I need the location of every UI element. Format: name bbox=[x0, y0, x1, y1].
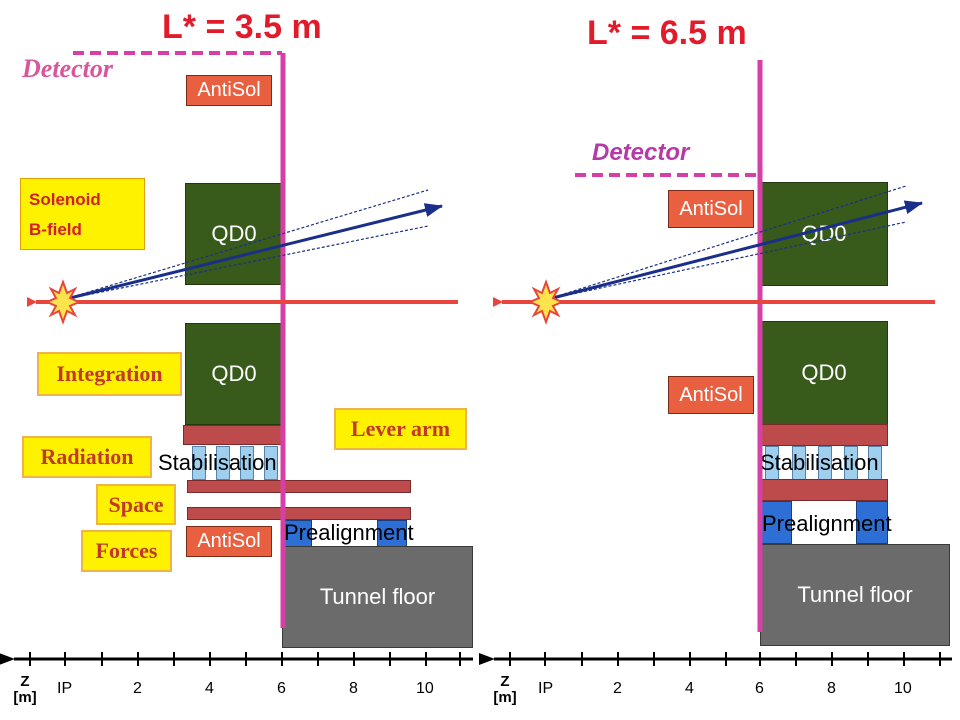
left-z-label-line2: [m] bbox=[13, 689, 37, 706]
left-z-label-line1: Z bbox=[20, 673, 30, 690]
right-antisol-top: AntiSol bbox=[668, 190, 754, 228]
right-tick-label-6: 6 bbox=[755, 680, 764, 697]
right-tick-label-4: 4 bbox=[685, 680, 694, 697]
left-stabilisation-label: Stabilisation bbox=[158, 450, 277, 475]
left-antisol-bottom: AntiSol bbox=[186, 526, 272, 557]
left-z-axis bbox=[0, 652, 473, 666]
right-prealign-block bbox=[760, 501, 792, 544]
right-tick-label-ip: IP bbox=[538, 680, 554, 697]
left-antisol-top: AntiSol bbox=[186, 75, 272, 106]
left-tick-label-8: 8 bbox=[349, 680, 358, 697]
left-z-label: Z [m] bbox=[12, 674, 38, 706]
left-support-beam-lower bbox=[187, 507, 411, 520]
solenoid-line-1: Solenoid bbox=[29, 190, 101, 209]
lever-arm-tag: Lever arm bbox=[334, 408, 467, 450]
forces-tag: Forces bbox=[81, 530, 172, 572]
right-stabilisation-label: Stabilisation bbox=[760, 450, 879, 475]
left-stab-pad bbox=[240, 446, 254, 480]
right-z-axis bbox=[479, 652, 952, 666]
right-tick-label-8: 8 bbox=[827, 680, 836, 697]
left-stab-pad bbox=[264, 446, 278, 480]
left-tick-label-2: 2 bbox=[133, 680, 142, 697]
left-stab-pad bbox=[192, 446, 206, 480]
left-tick-label-6: 6 bbox=[277, 680, 286, 697]
left-support-beam-upper bbox=[187, 480, 411, 493]
left-outgoing-beam-arrow bbox=[61, 203, 443, 302]
left-ip-burst-icon bbox=[44, 279, 82, 325]
left-tunnel-floor: Tunnel floor bbox=[282, 546, 473, 648]
right-z-label-line2: [m] bbox=[493, 689, 517, 706]
left-qd0-top: QD0 bbox=[185, 183, 283, 285]
right-beam-envelope-lower bbox=[544, 221, 907, 301]
left-tick-label-ip: IP bbox=[57, 680, 73, 697]
right-tick-label-2: 2 bbox=[613, 680, 622, 697]
left-prealign-block bbox=[377, 520, 407, 547]
right-prealignment-label: Prealignment bbox=[762, 511, 892, 536]
left-beam-envelope-upper bbox=[61, 189, 429, 301]
left-title: L* = 3.5 m bbox=[162, 8, 322, 46]
radiation-tag: Radiation bbox=[22, 436, 152, 478]
solenoid-line-2: B-field bbox=[29, 220, 82, 239]
left-tick-label-4: 4 bbox=[205, 680, 214, 697]
right-beam-envelope-upper bbox=[544, 185, 907, 301]
left-detector-label: Detector bbox=[22, 54, 113, 83]
right-tunnel-floor: Tunnel floor bbox=[760, 544, 950, 646]
right-title: L* = 6.5 m bbox=[587, 14, 747, 52]
left-prealignment-label: Prealignment bbox=[284, 520, 414, 545]
left-prealign-block bbox=[282, 520, 312, 547]
solenoid-bfield-tag: Solenoid B-field bbox=[20, 178, 145, 250]
right-detector-label: Detector bbox=[592, 139, 690, 166]
right-prealign-block bbox=[856, 501, 888, 544]
right-tick-label-10: 10 bbox=[894, 680, 912, 697]
right-z-label-line1: Z bbox=[500, 673, 510, 690]
left-stab-pad bbox=[216, 446, 230, 480]
right-antisol-bottom: AntiSol bbox=[668, 376, 754, 414]
space-tag: Space bbox=[96, 484, 176, 525]
left-tick-label-10: 10 bbox=[416, 680, 434, 697]
left-beam-envelope-lower bbox=[61, 225, 429, 301]
integration-tag: Integration bbox=[37, 352, 182, 396]
right-ip-burst-icon bbox=[527, 279, 565, 325]
right-z-label: Z [m] bbox=[492, 674, 518, 706]
right-outgoing-beam-arrow bbox=[544, 200, 923, 302]
